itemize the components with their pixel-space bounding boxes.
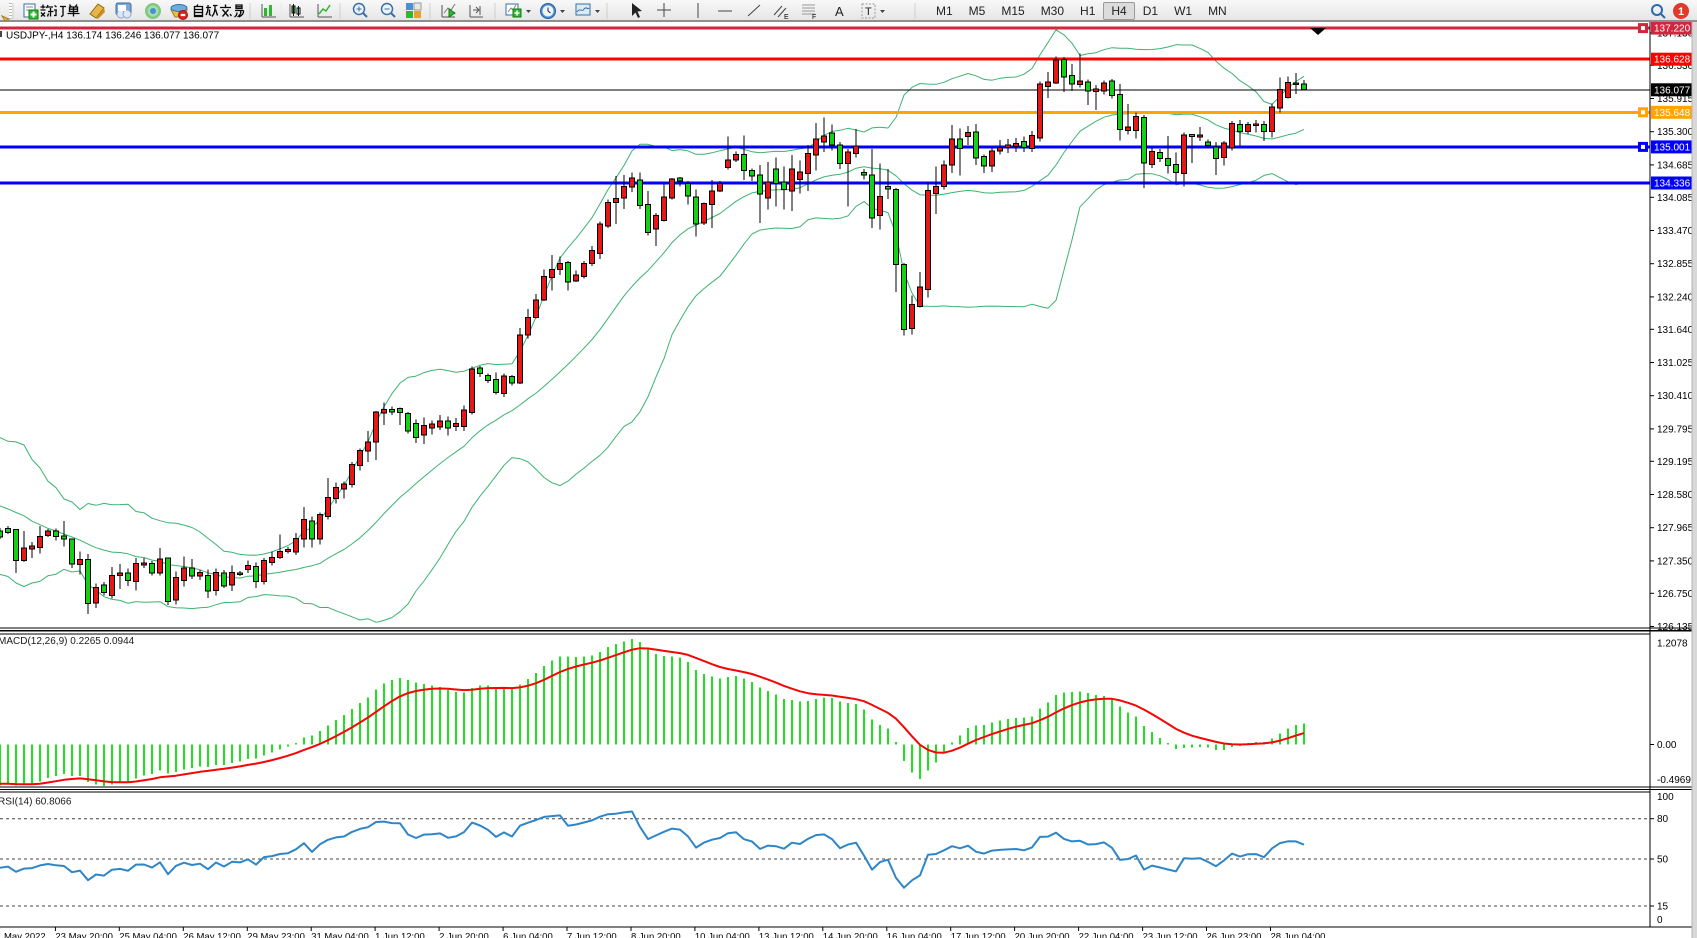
- svg-text:1.2078: 1.2078: [1657, 639, 1688, 650]
- svg-text:132.855: 132.855: [1657, 259, 1694, 270]
- svg-text:135.915: 135.915: [1657, 94, 1694, 105]
- svg-text:31 May 04:00: 31 May 04:00: [311, 932, 369, 938]
- svg-text:1: 1: [1678, 6, 1684, 18]
- svg-text:A: A: [835, 4, 844, 19]
- svg-text:127.965: 127.965: [1657, 523, 1694, 534]
- svg-text:80: 80: [1657, 814, 1669, 825]
- svg-text:131.025: 131.025: [1657, 358, 1694, 369]
- svg-text:0.00: 0.00: [1657, 740, 1677, 751]
- svg-text:131.640: 131.640: [1657, 325, 1694, 336]
- svg-text:136.077: 136.077: [1654, 85, 1691, 96]
- svg-text:MACD(12,26,9) 0.2265 0.0944: MACD(12,26,9) 0.2265 0.0944: [0, 636, 135, 647]
- svg-text:14 Jun 20:00: 14 Jun 20:00: [823, 932, 878, 938]
- svg-text:25 May 04:00: 25 May 04:00: [119, 932, 177, 938]
- svg-text:135.648: 135.648: [1654, 108, 1691, 119]
- svg-text:RSI(14) 60.8066: RSI(14) 60.8066: [0, 797, 72, 808]
- svg-text:7 Jun 12:00: 7 Jun 12:00: [567, 932, 617, 938]
- svg-text:22 Jun 04:00: 22 Jun 04:00: [1079, 932, 1134, 938]
- svg-text:126.750: 126.750: [1657, 589, 1694, 600]
- svg-text:126.135: 126.135: [1657, 622, 1694, 633]
- svg-text:23 May 20:00: 23 May 20:00: [55, 932, 113, 938]
- svg-text:128.580: 128.580: [1657, 490, 1694, 501]
- svg-text:100: 100: [1657, 792, 1674, 803]
- svg-text:26 May 12:00: 26 May 12:00: [183, 932, 241, 938]
- svg-text:F: F: [812, 14, 816, 21]
- svg-text:2 Jun 20:00: 2 Jun 20:00: [439, 932, 489, 938]
- svg-text:134.685: 134.685: [1657, 160, 1694, 171]
- svg-text:May 2022: May 2022: [4, 932, 46, 938]
- svg-text:26 Jun 23:00: 26 Jun 23:00: [1207, 932, 1262, 938]
- svg-text:16 Jun 04:00: 16 Jun 04:00: [887, 932, 942, 938]
- svg-text:29 May 23:00: 29 May 23:00: [247, 932, 305, 938]
- svg-text:134.085: 134.085: [1657, 193, 1694, 204]
- svg-text:17 Jun 12:00: 17 Jun 12:00: [951, 932, 1006, 938]
- svg-text:-0.4969: -0.4969: [1657, 775, 1691, 786]
- svg-text:15: 15: [1657, 902, 1669, 913]
- svg-text:130.410: 130.410: [1657, 391, 1694, 402]
- svg-text:129.195: 129.195: [1657, 457, 1694, 468]
- svg-text:127.350: 127.350: [1657, 556, 1694, 567]
- svg-text:136.530: 136.530: [1657, 61, 1694, 72]
- svg-text:13 Jun 12:00: 13 Jun 12:00: [759, 932, 814, 938]
- svg-text:129.795: 129.795: [1657, 424, 1694, 435]
- svg-text:0: 0: [1657, 915, 1663, 926]
- svg-text:133.470: 133.470: [1657, 226, 1694, 237]
- svg-text:137.220: 137.220: [1654, 24, 1691, 35]
- svg-text:USDJPY-,H4 136.174 136.246 13: USDJPY-,H4 136.174 136.246 136.077 136.0…: [6, 31, 220, 42]
- svg-text:23 Jun 12:00: 23 Jun 12:00: [1143, 932, 1198, 938]
- svg-text:1 Jun 12:00: 1 Jun 12:00: [375, 932, 425, 938]
- svg-text:136.628: 136.628: [1654, 55, 1691, 66]
- svg-text:135.001: 135.001: [1654, 142, 1691, 153]
- svg-text:50: 50: [1657, 855, 1669, 866]
- svg-text:E: E: [784, 14, 789, 21]
- svg-text:T: T: [865, 6, 872, 18]
- svg-text:20 Jun 20:00: 20 Jun 20:00: [1015, 932, 1070, 938]
- svg-text:134.336: 134.336: [1654, 179, 1691, 190]
- svg-text:132.240: 132.240: [1657, 292, 1694, 303]
- svg-text:10 Jun 04:00: 10 Jun 04:00: [695, 932, 750, 938]
- svg-text:28 Jun 04:00: 28 Jun 04:00: [1271, 932, 1326, 938]
- svg-text:135.300: 135.300: [1657, 127, 1694, 138]
- svg-text:8 Jun 20:00: 8 Jun 20:00: [631, 932, 681, 938]
- svg-text:6 Jun 04:00: 6 Jun 04:00: [503, 932, 553, 938]
